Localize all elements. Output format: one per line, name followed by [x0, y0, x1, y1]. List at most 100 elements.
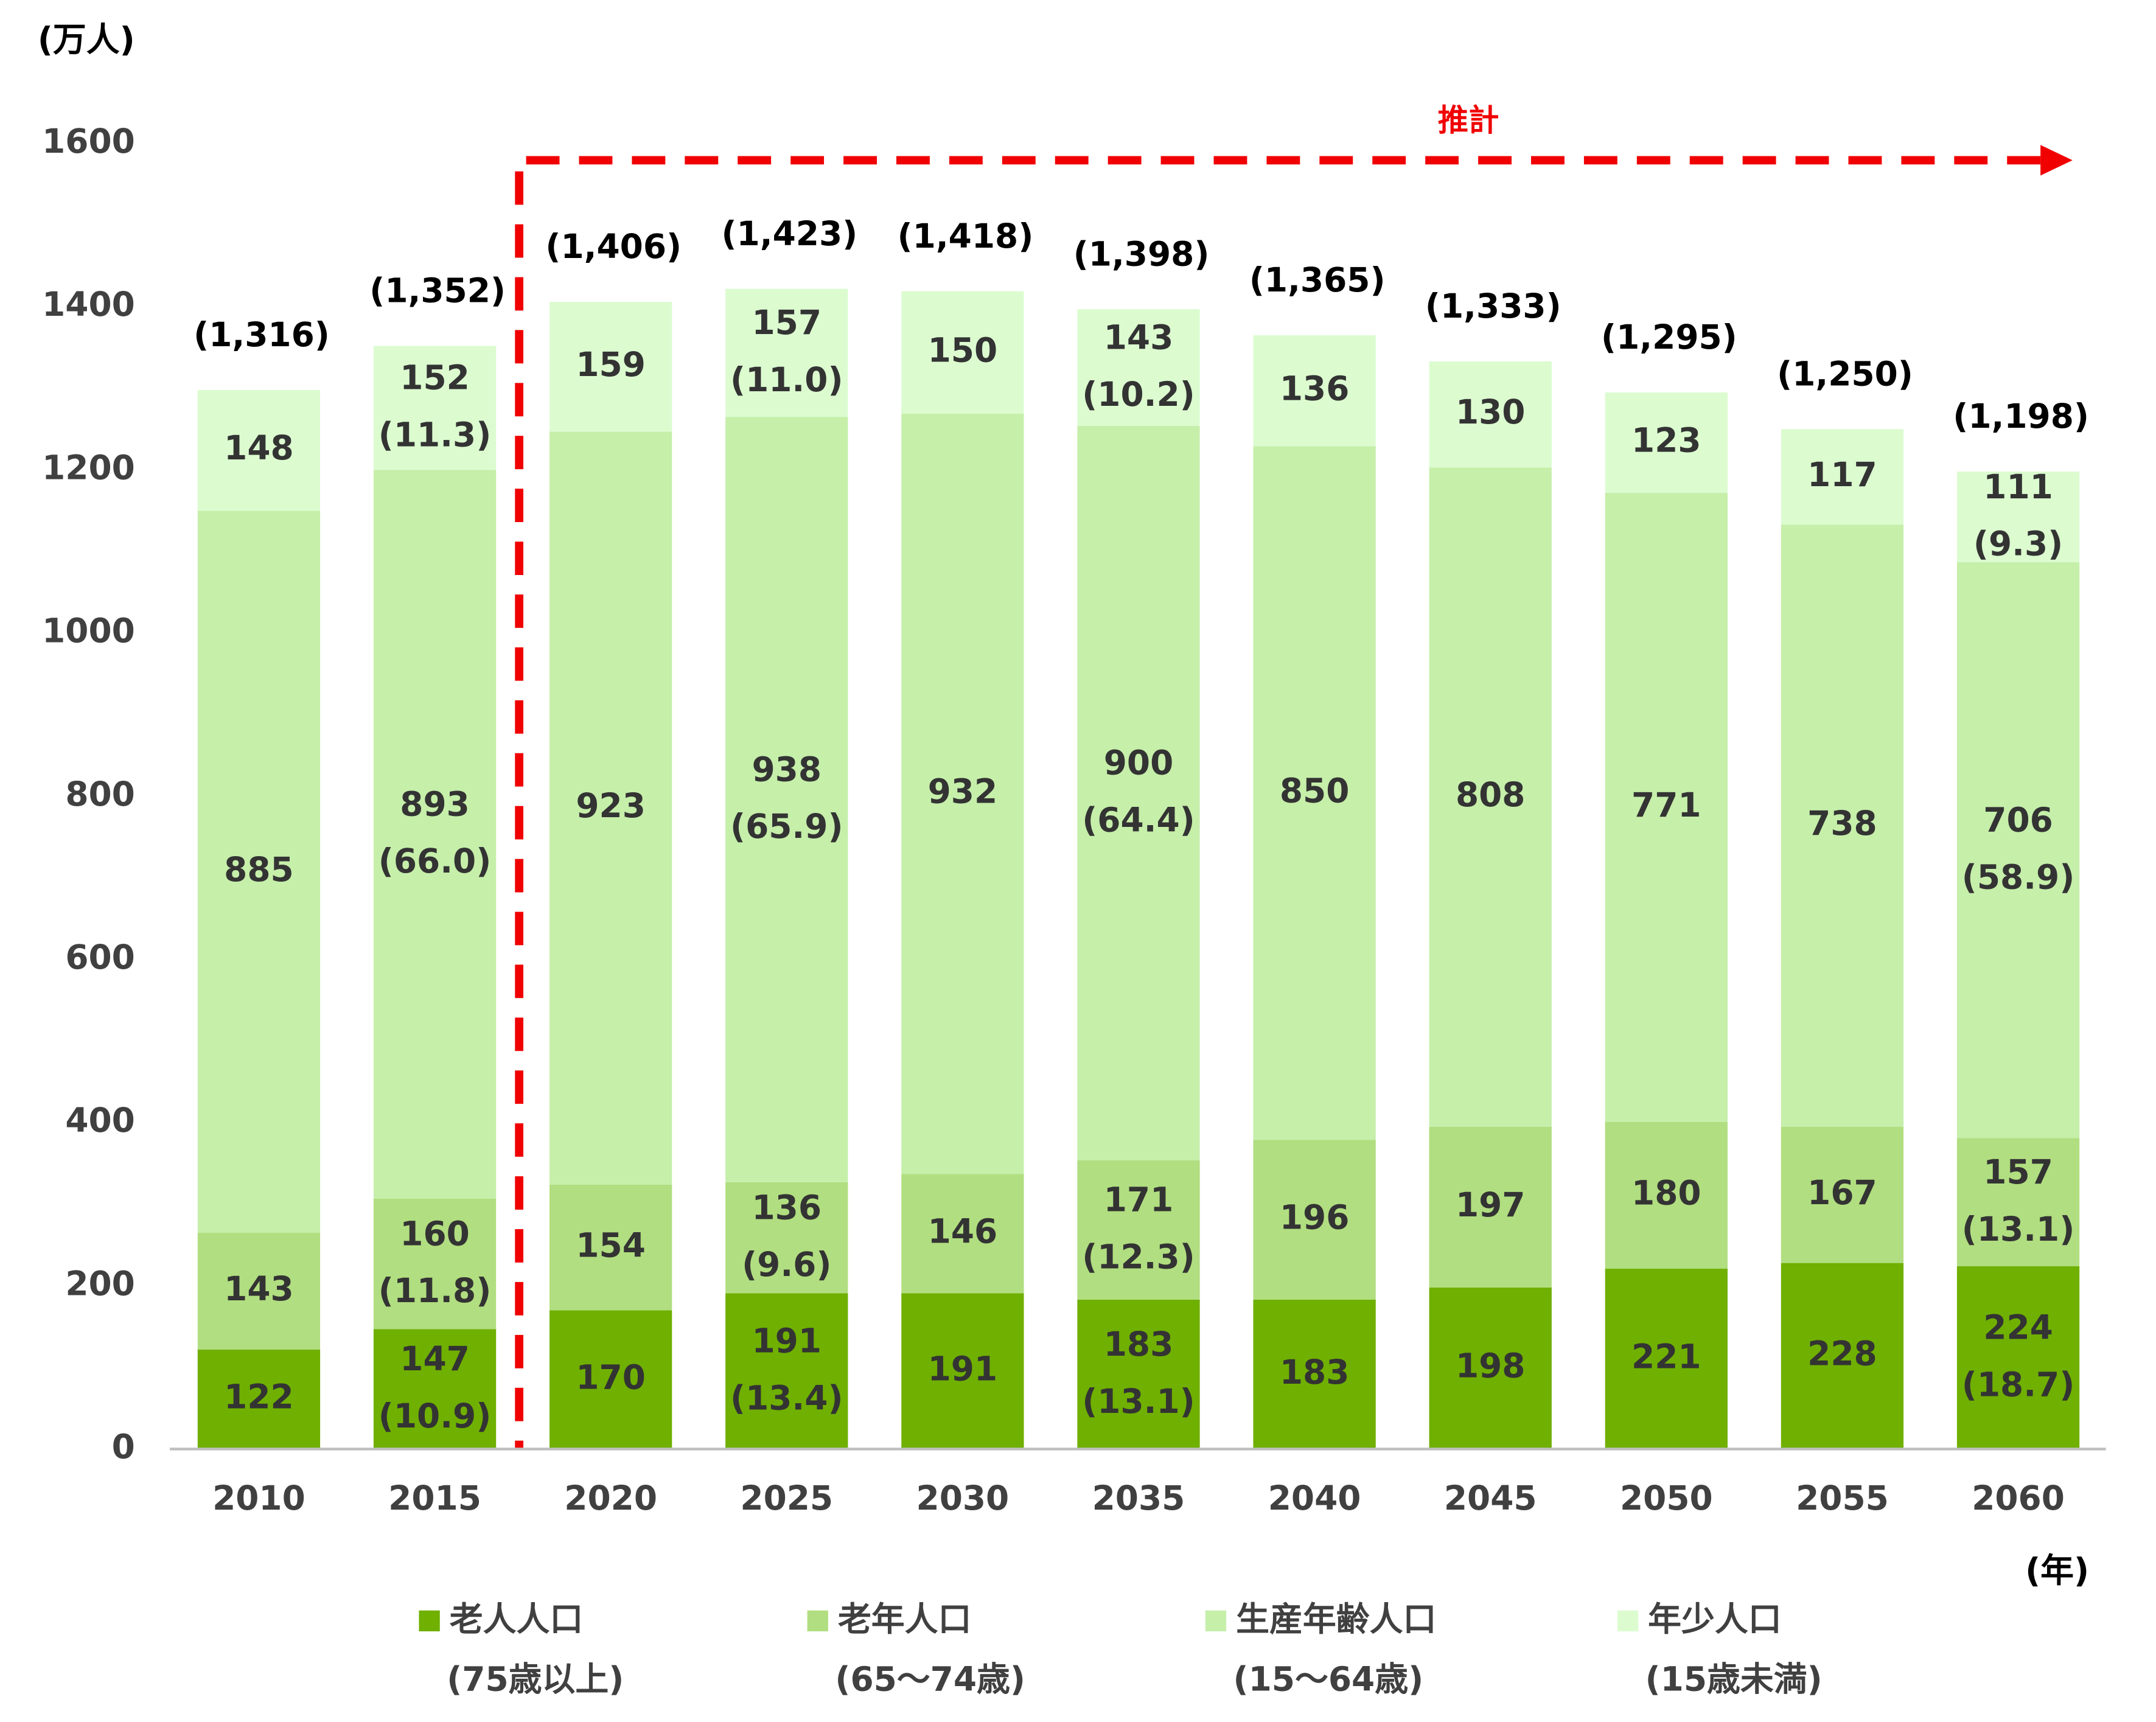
- bar-segment: [1956, 471, 2080, 562]
- total-label: (1,316): [194, 315, 330, 354]
- bar-segment: [901, 291, 1024, 414]
- share-label: (11.0): [730, 360, 843, 399]
- bar-segment: [1956, 562, 2080, 1138]
- bar-segment: [373, 470, 497, 1199]
- legend-label: 年少人口: [1648, 1600, 1782, 1639]
- bar-segment: [1253, 335, 1376, 447]
- bar-segment: [1781, 525, 1904, 1127]
- value-label: 885: [224, 850, 294, 889]
- value-label: 197: [1456, 1185, 1526, 1224]
- bar-segment: [1781, 1126, 1904, 1263]
- bar-segment: [1605, 1269, 1728, 1449]
- bar-segment: [373, 1198, 497, 1330]
- bar-segment: [1253, 446, 1376, 1140]
- value-label: 228: [1807, 1334, 1877, 1373]
- bar-segment: [197, 1233, 321, 1350]
- value-label: 183: [1104, 1325, 1174, 1364]
- value-label: 771: [1631, 786, 1701, 824]
- x-tick-label: 2015: [388, 1479, 481, 1518]
- total-label: (1,250): [1777, 354, 1913, 393]
- x-tick-label: 2020: [564, 1479, 657, 1518]
- share-label: (13.4): [730, 1378, 843, 1417]
- x-tick-label: 2050: [1620, 1479, 1713, 1518]
- bar-segment: [549, 1184, 672, 1311]
- bar-segment: [373, 1329, 497, 1449]
- x-tick-label: 2035: [1092, 1479, 1185, 1518]
- total-label: (1,365): [1249, 260, 1386, 299]
- bar-segment: [197, 389, 321, 511]
- value-label: 157: [752, 303, 822, 342]
- x-tick-label: 2025: [740, 1479, 833, 1518]
- legend-label: 老年人口: [838, 1600, 972, 1639]
- value-label: 221: [1631, 1337, 1701, 1376]
- y-tick-label: 600: [65, 938, 135, 977]
- value-label: 191: [752, 1322, 822, 1361]
- bar-segment: [901, 1174, 1024, 1294]
- share-label: (9.6): [742, 1245, 831, 1284]
- bar-segment: [1429, 467, 1552, 1127]
- bar-segment: [725, 288, 848, 417]
- bar-segment: [549, 1310, 672, 1449]
- legend-label: 老人人口: [450, 1600, 584, 1639]
- value-label: 160: [400, 1214, 470, 1253]
- value-label: 900: [1104, 744, 1174, 783]
- value-label: 938: [752, 750, 822, 789]
- arrow-head: [2040, 145, 2073, 176]
- annotation: 推計: [1438, 102, 1499, 138]
- legend-note: (65～74歳): [835, 1659, 1025, 1698]
- bar-segment: [197, 511, 321, 1233]
- bar-segment: [1429, 361, 1552, 468]
- value-label: 196: [1280, 1198, 1350, 1237]
- y-tick-label: 200: [65, 1264, 135, 1303]
- share-label: (10.2): [1082, 375, 1195, 414]
- y-tick-label: 1200: [42, 448, 135, 487]
- value-label: 136: [1280, 369, 1350, 408]
- value-label: 117: [1807, 455, 1877, 494]
- legend-label: 生産年齢人口: [1236, 1600, 1436, 1639]
- bar-segment: [1781, 1263, 1904, 1449]
- value-label: 111: [1983, 467, 2053, 506]
- bar-segment: [1077, 1160, 1200, 1300]
- x-tick-label: 2060: [1972, 1479, 2065, 1518]
- share-label: (18.7): [1962, 1365, 2075, 1404]
- legend-swatch: [807, 1610, 828, 1632]
- bar-segment: [1781, 429, 1904, 525]
- bar-segment: [725, 417, 848, 1182]
- legend-note: (15歳未満): [1645, 1659, 1823, 1698]
- value-label: 146: [928, 1211, 998, 1250]
- x-tick-label: 2055: [1796, 1479, 1889, 1518]
- x-tick-label: 2030: [916, 1479, 1010, 1518]
- total-label: (1,352): [369, 271, 506, 310]
- value-label: 122: [224, 1378, 294, 1417]
- x-tick-label: 2040: [1268, 1479, 1361, 1518]
- value-label: 183: [1280, 1353, 1350, 1392]
- bar-segment: [1429, 1287, 1552, 1449]
- bar-segment: [1077, 309, 1200, 426]
- total-label: (1,418): [898, 217, 1034, 256]
- legend-swatch: [1617, 1610, 1639, 1632]
- bar-segment: [725, 1293, 848, 1449]
- value-label: 167: [1807, 1173, 1877, 1212]
- bar-segment: [197, 1349, 321, 1449]
- value-label: 923: [576, 786, 646, 825]
- share-label: (11.8): [379, 1271, 492, 1310]
- legend-swatch: [419, 1610, 440, 1632]
- bar-segment: [1253, 1140, 1376, 1300]
- x-tick-label: 2010: [212, 1479, 305, 1518]
- legend-note: (15～64歳): [1233, 1659, 1424, 1698]
- value-label: 130: [1456, 392, 1526, 431]
- share-label: (66.0): [379, 842, 492, 880]
- y-tick-label: 400: [65, 1101, 135, 1140]
- y-unit: (万人): [38, 20, 135, 59]
- value-label: 148: [224, 428, 294, 467]
- y-tick-label: 1000: [42, 612, 135, 650]
- bar-segment: [901, 413, 1024, 1174]
- bar-segment: [549, 431, 672, 1185]
- bar-segment: [1253, 1299, 1376, 1449]
- legend-note: (75歳以上): [447, 1659, 624, 1698]
- total-label: (1,423): [721, 214, 857, 253]
- share-label: (12.3): [1082, 1237, 1195, 1276]
- total-label: (1,398): [1073, 234, 1210, 273]
- x-tick-label: 2045: [1444, 1479, 1537, 1518]
